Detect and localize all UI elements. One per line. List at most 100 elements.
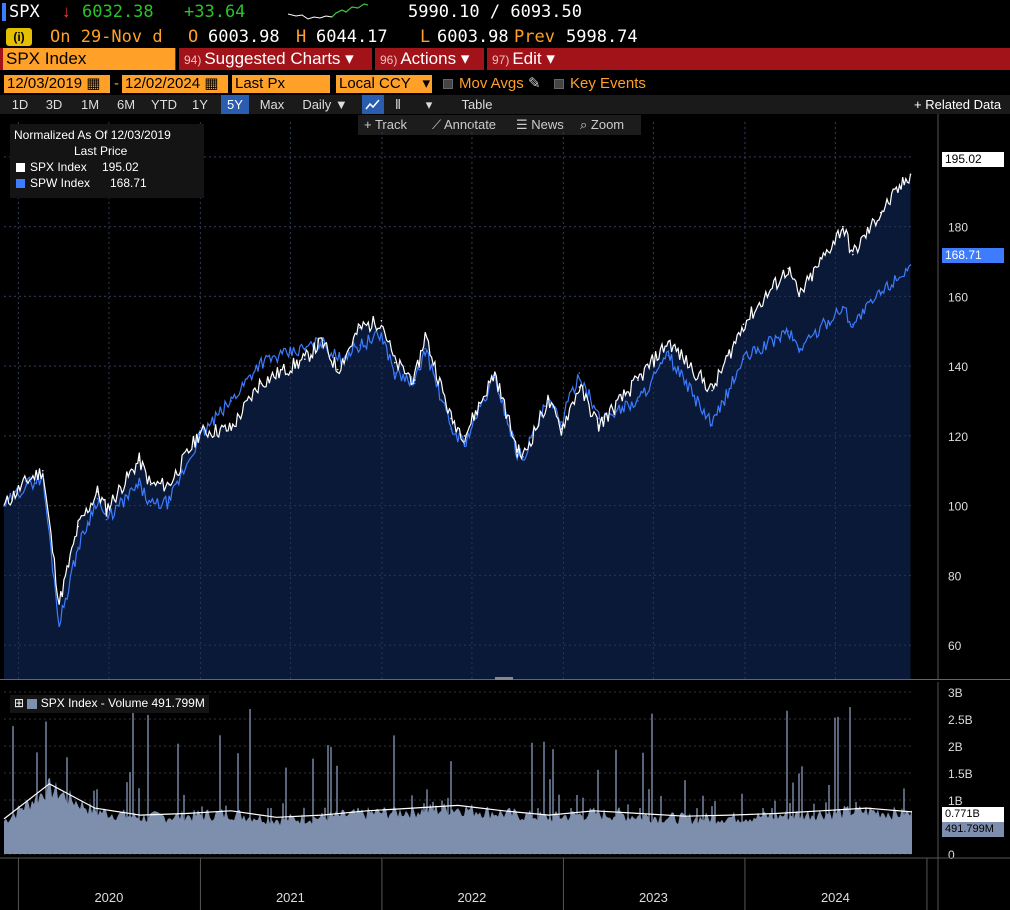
- intraday-sparkline: [288, 3, 368, 20]
- volume-tick-label: 1B: [948, 794, 963, 808]
- spw-data-point: [597, 417, 600, 420]
- legend-value-spw: 168.71: [110, 176, 147, 190]
- range-1d-button[interactable]: 1D: [11, 97, 29, 112]
- currency-selector[interactable]: Local CCY ▾: [336, 75, 432, 93]
- spx-data-point: [336, 368, 339, 371]
- end-date-field[interactable]: 12/02/2024 ▦: [122, 75, 228, 93]
- spx-data-point: [798, 295, 800, 298]
- news-button[interactable]: ☰ News: [516, 117, 564, 132]
- spx-data-point: [637, 379, 639, 381]
- zoom-button[interactable]: ⌕ Zoom: [580, 117, 625, 132]
- spw-data-point: [547, 400, 549, 402]
- divider: [372, 48, 375, 70]
- volume-legend-label: SPX Index - Volume 491.799M: [40, 696, 205, 710]
- open-label: O: [188, 27, 199, 47]
- spx-data-point: [787, 267, 789, 270]
- spx-data-point: [58, 602, 60, 605]
- range-ytd-button[interactable]: YTD: [151, 97, 177, 112]
- price-chart[interactable]: 6080100120140160180200: [0, 114, 1010, 680]
- x-axis-year-label: 2020: [94, 890, 123, 905]
- spw-data-point: [336, 358, 339, 360]
- spw-data-point: [58, 623, 60, 625]
- pencil-icon[interactable]: ✎: [528, 75, 541, 92]
- legend-series-spx[interactable]: SPX Index: [30, 160, 87, 174]
- range-max-button[interactable]: Max: [259, 97, 285, 112]
- expand-icon[interactable]: ⊞: [14, 696, 25, 710]
- spx-data-point: [909, 173, 912, 176]
- volume-tick-label: 3B: [948, 686, 963, 700]
- currency-value: Local CCY: [339, 75, 411, 92]
- spx-data-point: [230, 428, 233, 430]
- spw-data-point: [852, 323, 854, 326]
- legend-subheader: Last Price: [74, 144, 128, 158]
- spw-data-point: [842, 306, 844, 308]
- high-value: 6044.17: [316, 27, 388, 47]
- chart-parameters: 12/03/2019 ▦ - 12/02/2024 ▦ Last Px Loca…: [0, 73, 1010, 95]
- range-5y-button[interactable]: 5Y: [221, 95, 249, 114]
- menu-code: 97): [492, 53, 510, 67]
- x-axis-year-label: 2024: [821, 890, 850, 905]
- security-field[interactable]: SPX Index: [3, 48, 175, 70]
- volume-tick-label: 1.5B: [948, 767, 973, 781]
- range-1m-button[interactable]: 1M: [80, 97, 100, 112]
- chart-type-dropdown[interactable]: ▾: [425, 97, 433, 112]
- suggested-charts-menu[interactable]: 94) Suggested Charts ▾: [184, 48, 354, 70]
- track-button[interactable]: + Track: [364, 117, 407, 132]
- bar-chart-icon[interactable]: ⫴: [395, 97, 401, 112]
- spx-data-point: [711, 389, 713, 392]
- start-date-field[interactable]: 12/03/2019 ▦: [4, 75, 110, 93]
- spx-data-point: [394, 361, 396, 364]
- spx-data-point: [493, 372, 496, 374]
- range-3d-button[interactable]: 3D: [45, 97, 63, 112]
- spx-data-point: [41, 469, 44, 472]
- volume-avg-tag: 0.771B: [942, 807, 1004, 822]
- spw-data-point: [168, 501, 170, 503]
- volume-area: [4, 777, 912, 854]
- legend-header: Normalized As Of 12/03/2019: [14, 128, 171, 142]
- volume-tick-label: 2B: [948, 740, 963, 754]
- spx-series-line: [3, 174, 912, 605]
- spw-data-point: [450, 428, 452, 430]
- related-data-button[interactable]: + Related Data: [914, 97, 1002, 112]
- range-6m-button[interactable]: 6M: [116, 97, 136, 112]
- volume-legend: ⊞ SPX Index - Volume 491.799M: [10, 695, 209, 713]
- ticker[interactable]: SPX: [9, 2, 40, 22]
- spw-data-point: [230, 400, 233, 402]
- table-button[interactable]: Table: [461, 97, 493, 112]
- x-axis-year-label: 2021: [276, 890, 305, 905]
- spx-data-point: [560, 428, 563, 430]
- edit-menu[interactable]: 97) Edit ▾: [492, 48, 555, 70]
- spw-data-point: [522, 456, 524, 458]
- line-chart-icon[interactable]: [362, 95, 384, 114]
- menu-code: 96): [380, 53, 398, 67]
- spw-data-point: [637, 400, 639, 402]
- spw-data-point: [742, 358, 745, 360]
- mov-avgs-checkbox[interactable]: [443, 79, 453, 89]
- spw-data-point: [798, 347, 800, 350]
- menu-label: Actions ▾: [400, 49, 470, 68]
- spw-data-point: [463, 442, 466, 444]
- range-1y-button[interactable]: 1Y: [192, 97, 208, 112]
- calendar-icon[interactable]: ▦: [204, 75, 219, 92]
- legend-series-spw[interactable]: SPW Index: [30, 176, 91, 190]
- spw-data-point: [138, 483, 141, 486]
- calendar-icon[interactable]: ▦: [86, 75, 101, 92]
- mov-avgs-label[interactable]: Mov Avgs: [459, 75, 524, 92]
- spw-data-point: [77, 546, 79, 549]
- field-selector[interactable]: Last Px: [232, 75, 330, 93]
- y-axis-tick-label: 80: [948, 569, 962, 583]
- spw-data-point: [394, 372, 396, 374]
- spx-data-point: [516, 449, 518, 451]
- frequency-selector[interactable]: Daily ▼: [302, 97, 348, 112]
- key-events-checkbox[interactable]: [554, 79, 564, 89]
- legend-value-spx: 195.02: [102, 160, 139, 174]
- range-toolbar: 1D 3D 1M 6M YTD 1Y 5Y Max Daily ▼ ⫴ ▾ Ta…: [0, 95, 1010, 114]
- actions-menu[interactable]: 96) Actions ▾: [380, 48, 469, 70]
- spw-data-point: [105, 518, 108, 521]
- x-axis-year-label: 2023: [639, 890, 668, 905]
- annotate-button[interactable]: ⟋ Annotate: [432, 117, 497, 132]
- ticker-marker: [2, 3, 6, 21]
- legend-swatch-spx: [16, 163, 25, 172]
- key-events-label[interactable]: Key Events: [570, 75, 646, 92]
